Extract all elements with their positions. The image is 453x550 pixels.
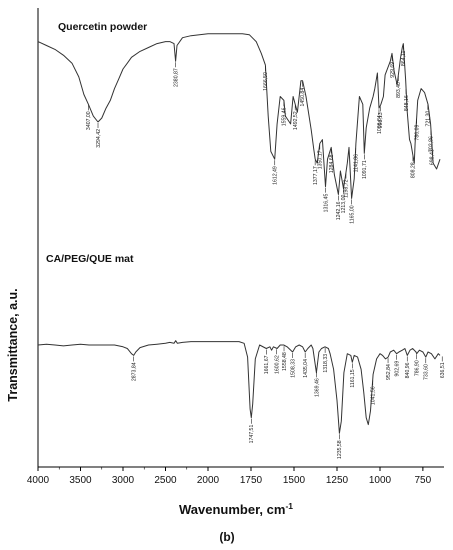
x-tick-label: 1250	[326, 475, 349, 486]
peak-label: 1612,49	[273, 166, 279, 185]
peak-label: 1006,84	[377, 115, 383, 134]
peak-label: 1041,56	[371, 386, 377, 405]
peak-label: 1747,51	[249, 425, 255, 444]
peak-label: 1235,58	[337, 440, 343, 459]
peak-label: 998,13	[378, 112, 384, 128]
peak-label: 721,30	[426, 111, 432, 127]
y-axis-label: Transmittance, a.u.	[6, 288, 20, 401]
figure-caption: (b)	[219, 530, 234, 544]
peak-label: 1213,00	[341, 195, 347, 214]
peak-label: 929,69	[390, 62, 396, 78]
peak-label: 1450,84	[300, 88, 306, 107]
peak-label: 698,43	[430, 149, 436, 165]
peak-label: 2380,87	[173, 68, 179, 87]
peak-label: 1242,16	[336, 201, 342, 220]
x-tick-label: 750	[415, 475, 432, 486]
peak-label: 1661,67	[264, 355, 270, 374]
peak-label: 786,90	[414, 360, 420, 376]
x-axis-label: Wavenumber, cm-1	[179, 501, 293, 517]
peak-label: 1284,68	[329, 154, 335, 173]
x-axis-label-superscript: -1	[285, 501, 293, 511]
peak-label: 1165,00	[349, 205, 355, 223]
peak-label: 808,28	[411, 162, 417, 178]
peak-label: 636,51	[440, 362, 446, 378]
peak-label: 1558,48	[282, 352, 288, 371]
peak-label: 1091,71	[362, 160, 368, 179]
x-tick-label: 3000	[112, 475, 135, 486]
x-tick-label: 2500	[154, 475, 177, 486]
peak-label: 848,16	[404, 95, 410, 111]
series-label-mat: CA/PEG/QUE mat	[46, 253, 134, 265]
peak-label: 1369,46	[314, 378, 320, 397]
peak-label: 3294,42	[96, 129, 102, 148]
peak-label: 1350,17	[318, 150, 324, 169]
peak-label: 2873,84	[132, 362, 138, 381]
peak-label: 893,40	[396, 82, 402, 98]
peak-label: 1198,72	[344, 179, 350, 197]
peak-label: 952,84	[386, 364, 392, 380]
peak-label: 1600,62	[274, 355, 280, 374]
peak-label: 1316,45	[323, 194, 329, 213]
peak-label: 1161,15	[350, 369, 356, 387]
peak-label: 1559,46	[282, 107, 288, 126]
x-axis-label-text: Wavenumber, cm	[179, 502, 285, 517]
peak-label: 1492,52	[293, 111, 299, 130]
peak-label: 786,09	[415, 125, 421, 141]
x-tick-label: 1000	[369, 475, 392, 486]
x-tick-label: 3500	[69, 475, 92, 486]
peak-label: 1377,17	[313, 166, 319, 185]
x-tick-label: 1750	[240, 475, 263, 486]
series-label-quercetin: Quercetin powder	[58, 21, 147, 33]
peak-label: 840,96	[405, 362, 411, 378]
peak-label: 902,69	[394, 361, 400, 377]
peak-label: 1435,04	[303, 359, 309, 378]
x-tick-label: 1500	[283, 475, 306, 486]
peak-label: 733,60	[424, 364, 430, 380]
x-tick-label: 4000	[27, 475, 50, 486]
series-line	[37, 340, 441, 434]
x-tick-label: 2000	[197, 475, 220, 486]
peak-label: 1141,86	[354, 154, 360, 172]
peak-label: 864,11	[401, 50, 407, 66]
peak-label: 1666,50	[263, 72, 269, 91]
peak-label: 1318,33	[323, 354, 329, 373]
plot-area: 4000 3500 3000 2500 2000 1750 1500 1250 1000 750 3…	[27, 8, 446, 486]
peak-label: 1508,33	[290, 359, 296, 378]
peak-label: 3407,00	[86, 111, 92, 130]
series-line	[37, 33, 441, 199]
